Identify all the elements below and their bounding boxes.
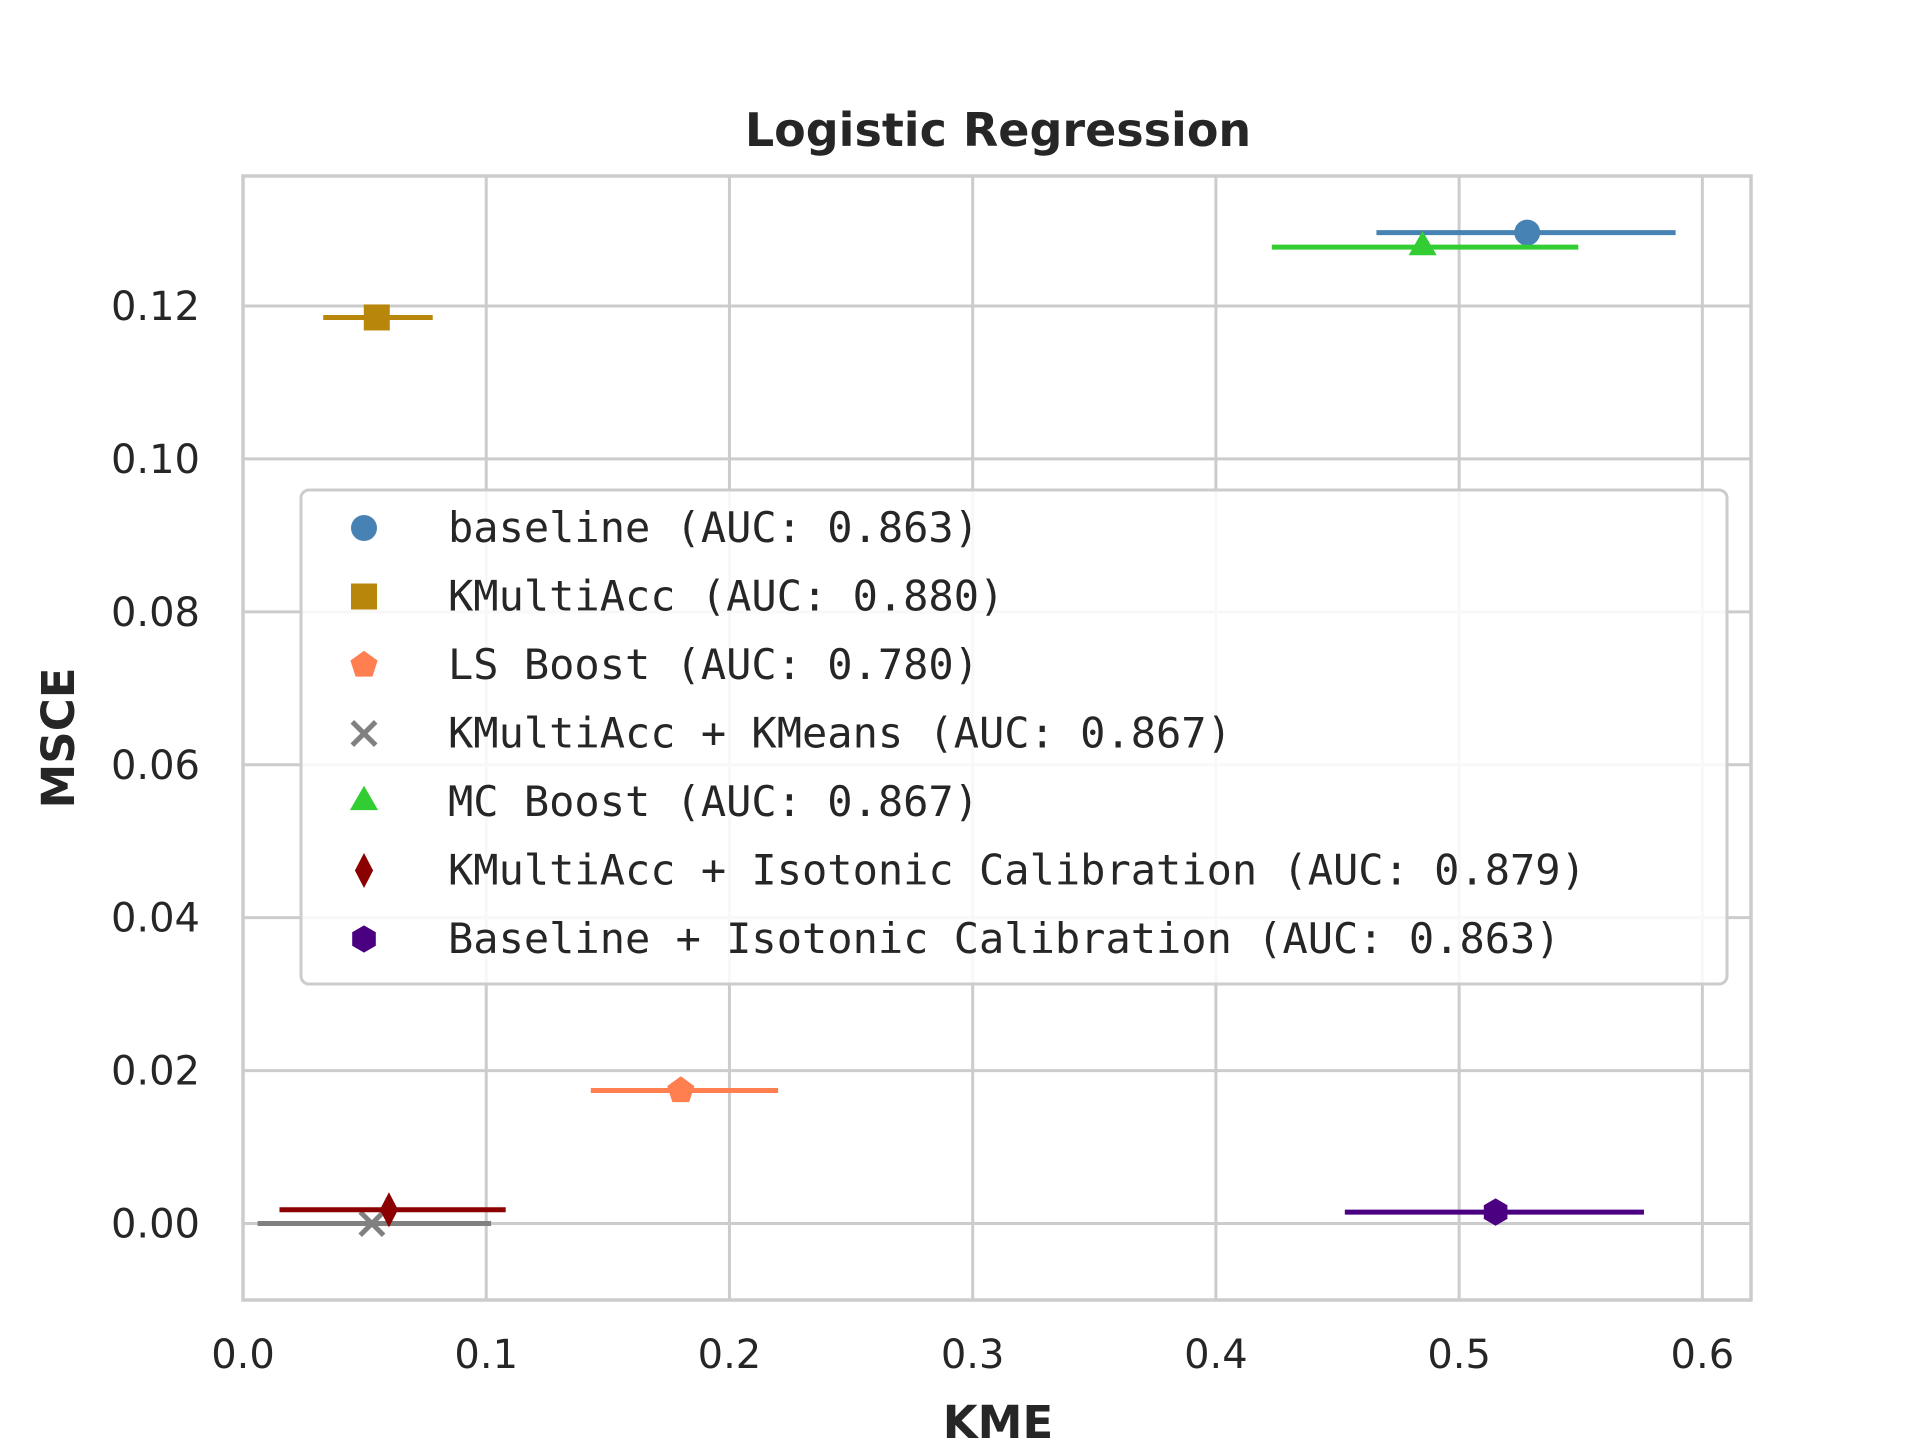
legend-label: Baseline + Isotonic Calibration (AUC: 0.… (448, 914, 1561, 963)
data-point (379, 1192, 399, 1228)
series-3 (257, 1210, 492, 1238)
y-axis-label: MSCE (32, 668, 85, 809)
legend-label: LS Boost (AUC: 0.780) (448, 640, 979, 689)
legend-marker (351, 515, 377, 541)
series-1 (323, 304, 433, 331)
x-tick-label: 0.3 (941, 1332, 1005, 1378)
legend-item: LS Boost (AUC: 0.780) (350, 640, 979, 689)
x-tick-label: 0.4 (1184, 1332, 1248, 1378)
data-point (358, 1210, 386, 1238)
legend-marker (351, 583, 377, 610)
data-point (363, 304, 390, 331)
y-tick-label: 0.10 (111, 437, 200, 483)
y-tick-label: 0.12 (111, 284, 200, 330)
legend-marker (354, 852, 374, 889)
legend-item: KMultiAcc + Isotonic Calibration (AUC: 0… (354, 846, 1586, 895)
series-0 (1376, 219, 1676, 246)
legend-marker (352, 925, 376, 953)
x-axis-label: KME (943, 1396, 1053, 1440)
legend-box (299, 488, 1729, 986)
legend-label: KMultiAcc + KMeans (AUC: 0.867) (448, 709, 1232, 758)
legend-label: KMultiAcc (AUC: 0.880) (448, 572, 1004, 621)
series-5 (279, 1192, 506, 1228)
series-4 (1271, 230, 1579, 256)
legend-item: baseline (AUC: 0.863) (351, 503, 979, 552)
tick-labels: 0.0 0.1 0.2 0.3 0.4 0.5 0.6 0.00 0.02 0.04 0.06 0.0… (111, 284, 1734, 1378)
legend-marker (350, 650, 378, 677)
x-tick-label: 0.5 (1427, 1332, 1491, 1378)
plot-frame (241, 174, 1753, 1302)
x-tick-label: 0.6 (1671, 1332, 1735, 1378)
data-point (667, 1076, 695, 1103)
legend-label: MC Boost (AUC: 0.867) (448, 777, 979, 826)
y-tick-label: 0.06 (111, 743, 200, 789)
legend-item: MC Boost (AUC: 0.867) (349, 777, 979, 826)
legend-item: KMultiAcc (AUC: 0.880) (351, 572, 1004, 621)
y-tick-label: 0.00 (111, 1202, 200, 1248)
x-tick-label: 0.1 (454, 1332, 518, 1378)
y-tick-label: 0.04 (111, 896, 200, 942)
legend-item: Baseline + Isotonic Calibration (AUC: 0.… (352, 914, 1561, 963)
data-point (1483, 1198, 1508, 1226)
legend-marker (350, 720, 378, 747)
series-2 (590, 1076, 779, 1103)
y-tick-label: 0.02 (111, 1049, 200, 1095)
x-tick-label: 0.0 (211, 1332, 275, 1378)
data-point (1514, 219, 1541, 246)
x-tick-label: 0.2 (698, 1332, 762, 1378)
legend: baseline (AUC: 0.863) KMultiAcc (AUC: 0.8… (299, 488, 1729, 986)
data-point (1408, 230, 1437, 256)
legend-marker (349, 785, 379, 811)
legend-label: KMultiAcc + Isotonic Calibration (AUC: 0… (448, 846, 1586, 895)
series-layer (257, 219, 1676, 1238)
series-6 (1344, 1198, 1644, 1226)
legend-label: baseline (AUC: 0.863) (448, 503, 979, 552)
chart-title: Logistic Regression (745, 103, 1251, 157)
y-tick-label: 0.08 (111, 590, 200, 636)
legend-item: KMultiAcc + KMeans (AUC: 0.867) (350, 709, 1232, 758)
